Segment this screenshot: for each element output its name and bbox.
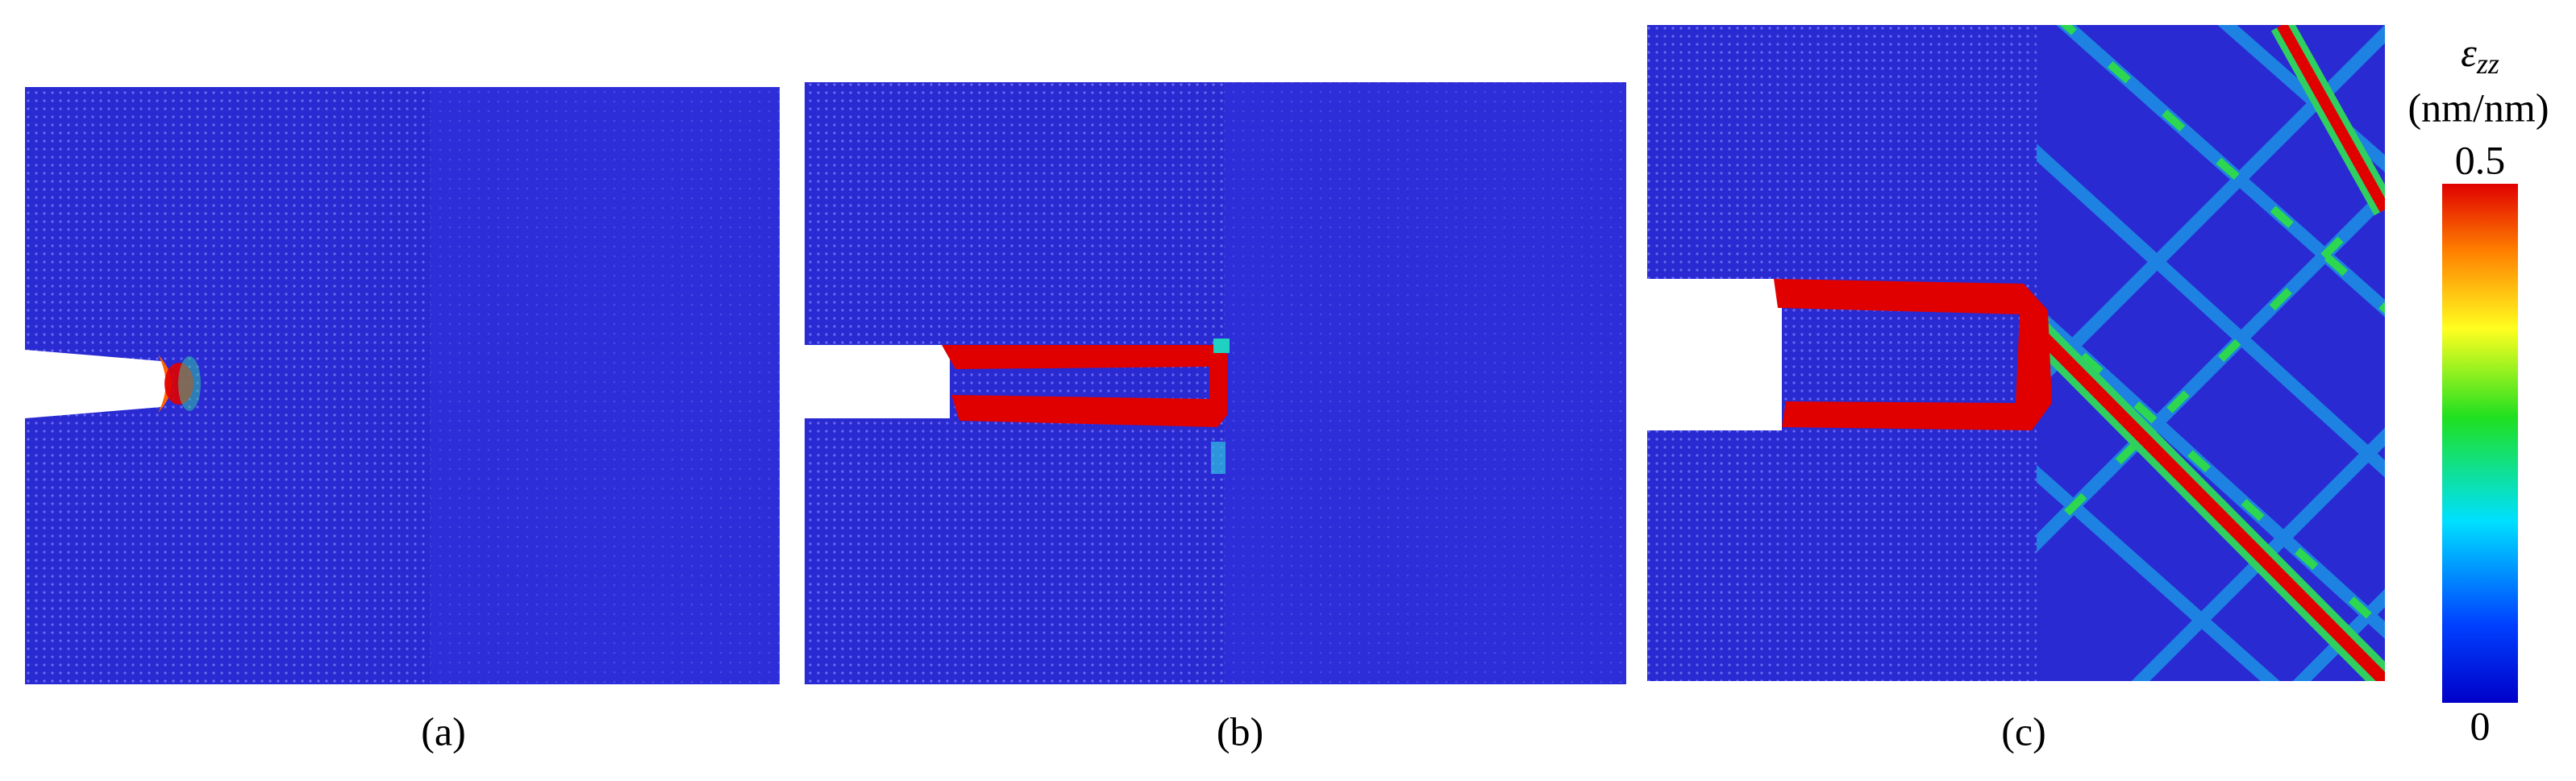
symbol: ε bbox=[2461, 30, 2477, 75]
colorbar-symbol: εzz bbox=[2461, 30, 2499, 80]
colorbar: εzz (nm/nm) 0.5 0 bbox=[2408, 30, 2549, 748]
subscript: zz bbox=[2476, 48, 2499, 80]
panel-label: (c) bbox=[2001, 708, 2046, 754]
panel-b bbox=[805, 82, 1626, 684]
panel-label: (a) bbox=[421, 708, 466, 754]
colorbar-min: 0 bbox=[2470, 703, 2491, 748]
colorbar-max: 0.5 bbox=[2455, 137, 2506, 182]
panel-c bbox=[1647, 25, 2385, 681]
panel-label: (b) bbox=[1217, 708, 1263, 754]
colorbar-unit: (nm/nm) bbox=[2408, 85, 2549, 130]
panel-a bbox=[25, 87, 780, 684]
colorbar-gradient bbox=[2442, 184, 2518, 703]
